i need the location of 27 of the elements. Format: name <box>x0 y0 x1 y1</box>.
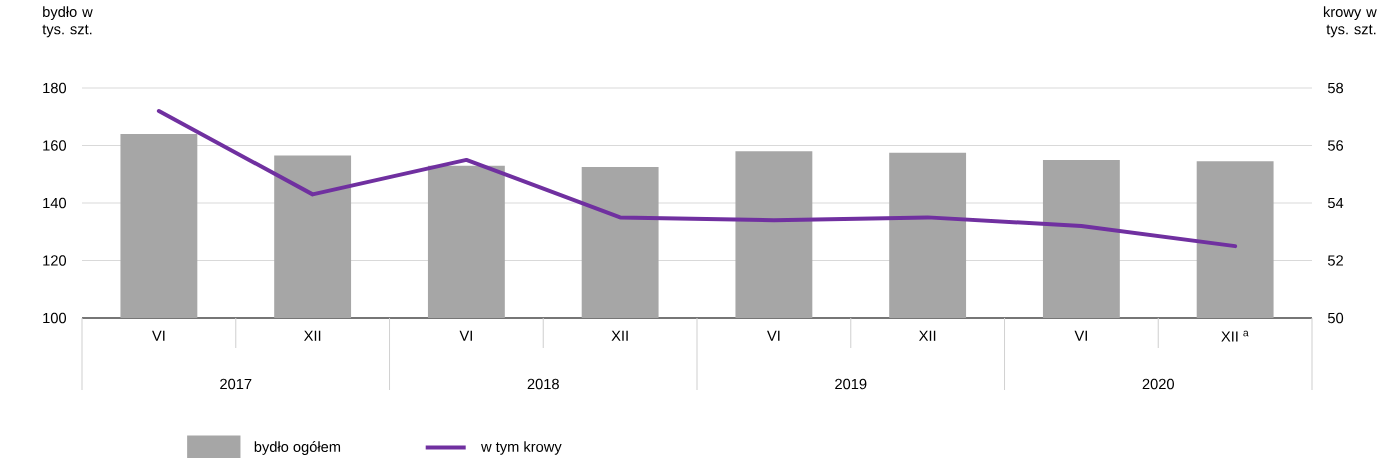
legend-label: bydło ogółem <box>254 441 341 455</box>
x-tick-label: XII $^{a}$ <box>1221 330 1249 342</box>
x-tick-label: XII <box>919 330 936 341</box>
x-tick-label: XII <box>611 330 628 341</box>
text: 2018 <box>527 378 559 390</box>
y2-tick-label: 52 <box>1327 255 1343 266</box>
y2-tick-label: 56 <box>1327 140 1344 151</box>
y-axis-title: bydło w tys. szt. <box>42 6 93 38</box>
legend-label: w tym krowy <box>481 441 562 455</box>
x-tick-label: VI <box>152 330 165 341</box>
y-tick-label: 120 <box>43 255 67 266</box>
y-tick-label: 100 <box>43 312 67 324</box>
y2-axis-title: krowy w tys. szt. <box>1323 6 1377 38</box>
y2-tick-label: 50 <box>1327 312 1344 324</box>
x-tick-label: VI <box>767 330 780 341</box>
x-tick-label: XII <box>304 330 321 341</box>
text: 2017 <box>220 378 252 390</box>
y-tick-label: 140 <box>43 197 67 209</box>
y2-tick-label: 54 <box>1327 197 1344 209</box>
y-tick-label: 160 <box>43 140 67 151</box>
text: 2019 <box>835 378 867 390</box>
y-tick-label: 180 <box>43 82 67 94</box>
text: 2020 <box>1142 378 1174 390</box>
x-tick-label: VI <box>1074 330 1087 341</box>
x-tick-label: VI <box>459 330 472 341</box>
y2-tick-label: 58 <box>1327 82 1344 94</box>
line-series <box>156 109 1238 249</box>
